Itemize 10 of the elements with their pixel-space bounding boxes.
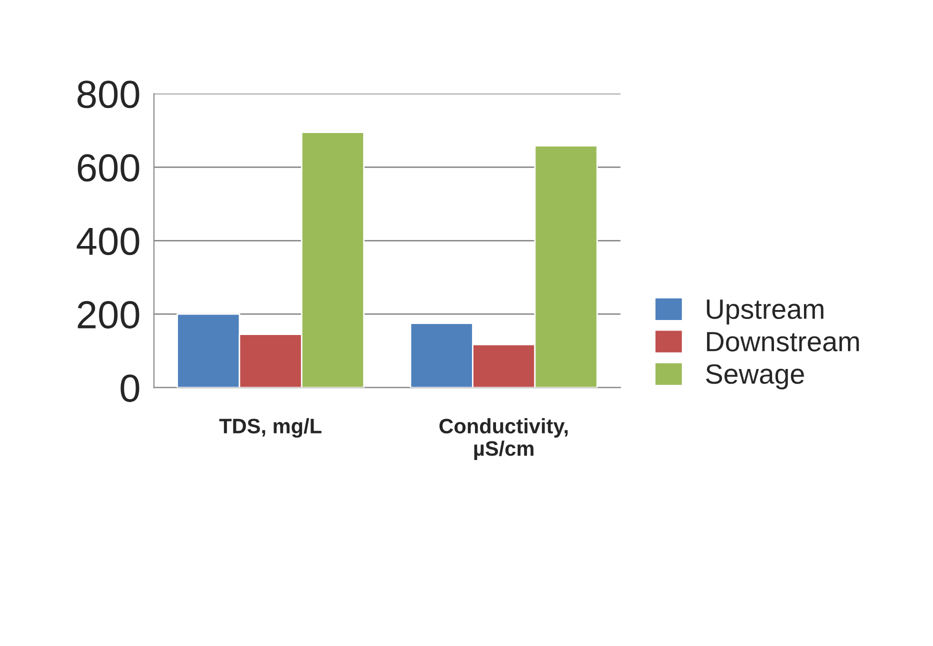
y-tick-label: 0 [120,374,140,402]
x-tick-label: Conductivity, µS/cm [439,418,568,460]
y-tick-label: 400 [76,228,140,256]
y-tick-label: 600 [78,154,140,182]
legend-label: Downstream [707,332,859,352]
legend-label: Sewage [706,364,804,390]
y-tick-label: 200 [78,301,140,329]
x-tick-label: TDS, mg/L [219,418,322,438]
legend-label: Upstream [706,300,824,325]
y-tick-label: 800 [78,80,140,108]
